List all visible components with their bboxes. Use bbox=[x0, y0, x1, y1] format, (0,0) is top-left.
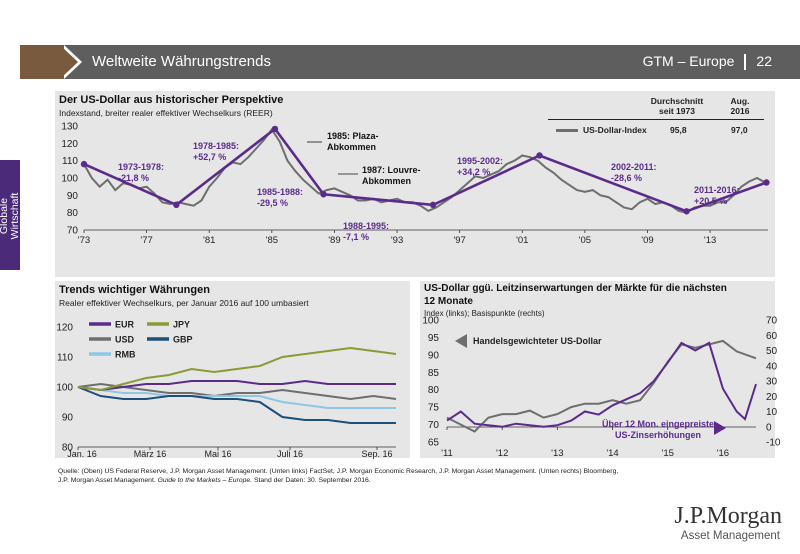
region-label: GTM – Europe bbox=[642, 53, 735, 69]
jpmorgan-logo: J.P.Morgan bbox=[674, 503, 782, 529]
panel-top-title: Der US-Dollar aus historischer Perspekti… bbox=[59, 94, 284, 106]
panel-right-title-line2: 12 Monate bbox=[424, 296, 473, 307]
panel-right-subtitle: Index (links); Basispunkte (rechts) bbox=[424, 309, 545, 318]
table-legend-label: US-Dollar-Index bbox=[583, 125, 647, 135]
panel-top-subtitle: Indexstand, breiter realer effektiver We… bbox=[59, 108, 273, 118]
table-col2-header: Aug. 2016 bbox=[730, 96, 750, 116]
table-rule bbox=[548, 119, 764, 120]
section-side-label: Globale Wirtschaft bbox=[0, 170, 21, 262]
page-title: Weltweite Währungstrends bbox=[92, 53, 271, 70]
header-brown-block bbox=[20, 45, 66, 79]
header-grey-band bbox=[64, 45, 800, 79]
panel-bottom-right bbox=[420, 281, 775, 458]
source-line1: Quelle: (Oben) US Federal Reserve, J.P. … bbox=[58, 468, 619, 475]
page-number: 22 bbox=[756, 53, 772, 69]
table-legend-swatch bbox=[556, 129, 578, 132]
panel-right-title-line1: US-Dollar ggü. Leitzinserwartungen der M… bbox=[424, 283, 727, 294]
header-bar bbox=[20, 45, 800, 79]
panel-left-subtitle: Realer effektiver Wechselkurs, per Janua… bbox=[59, 298, 309, 308]
asset-management-label: Asset Management bbox=[680, 530, 780, 542]
source-note: Quelle: (Oben) US Federal Reserve, J.P. … bbox=[58, 467, 708, 485]
section-side-tab bbox=[0, 160, 20, 270]
source-line2: J.P. Morgan Asset Management. Guide to t… bbox=[58, 477, 371, 484]
header-right: GTM – Europe 22 bbox=[642, 53, 772, 71]
table-col1-header: Durchschnitt seit 1973 bbox=[650, 96, 704, 116]
header-separator bbox=[744, 54, 747, 71]
panel-left-title: Trends wichtiger Währungen bbox=[59, 284, 210, 296]
header-arrow-tip bbox=[60, 45, 78, 79]
side-label-line2: Wirtschaft bbox=[9, 192, 21, 240]
table-aug-value: 97,0 bbox=[731, 125, 748, 135]
table-avg-value: 95,8 bbox=[670, 125, 687, 135]
